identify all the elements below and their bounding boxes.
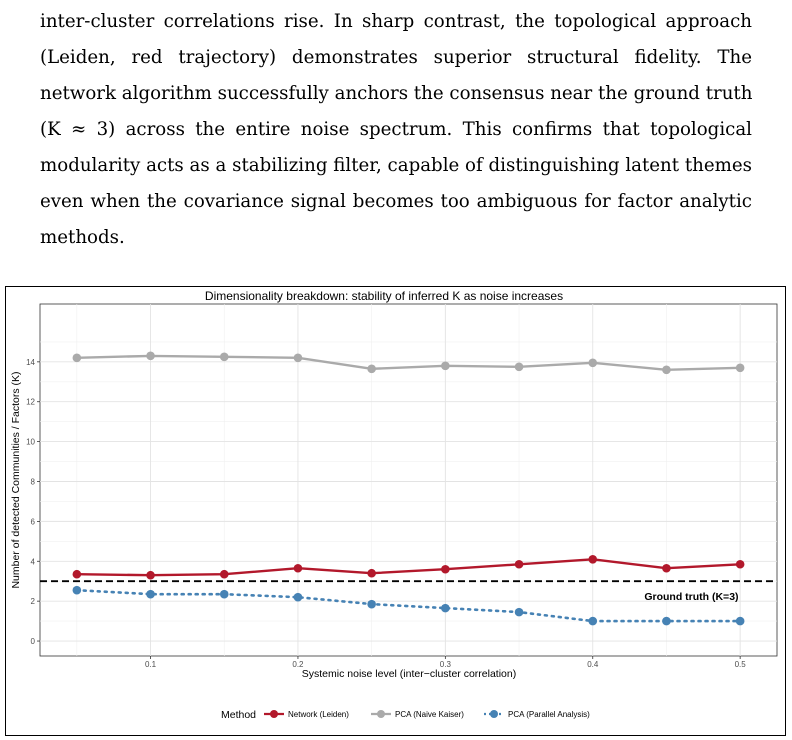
data-point (735, 559, 745, 569)
data-point (367, 364, 376, 374)
data-point (662, 365, 671, 375)
data-point (72, 353, 82, 363)
y-tick-label: 12 (26, 398, 35, 407)
y-tick-label: 14 (26, 358, 35, 367)
paragraph-line: methods. (40, 227, 125, 248)
y-tick-label: 2 (31, 597, 36, 606)
plot-panel (39, 303, 778, 657)
series-line (76, 354, 741, 372)
paragraph-line: network algorithm successfully anchors t… (40, 83, 753, 104)
legend-key-point (270, 710, 278, 718)
data-point (588, 554, 598, 564)
data-point (588, 616, 598, 626)
figure: Dimensionality breakdown: stability of i… (5, 286, 786, 736)
series-network-leiden (72, 554, 745, 580)
chart-title: Dimensionality breakdown: stability of i… (205, 289, 563, 303)
gridlines (40, 304, 777, 656)
data-point (367, 568, 376, 578)
data-point (441, 564, 450, 574)
data-point (219, 569, 229, 579)
paragraph-line: (Leiden, red trajectory) demonstrates su… (40, 47, 752, 68)
x-axis: 0.1 0.2 0.3 0.4 0.5 (145, 656, 746, 669)
legend: Method Network (Leiden) PCA (Naive Kaiser)… (221, 709, 590, 721)
x-tick-label: 0.5 (735, 660, 747, 669)
data-point (146, 589, 155, 599)
series-line (75, 588, 742, 623)
y-tick-label: 0 (31, 637, 36, 646)
data-point (514, 362, 524, 372)
y-tick-label: 8 (31, 477, 36, 486)
data-point (293, 592, 303, 602)
series-line (76, 558, 741, 577)
y-tick-label: 10 (26, 438, 35, 447)
y-tick-label: 6 (31, 517, 36, 526)
data-point (219, 589, 229, 599)
x-axis-label: Systemic noise level (inter−cluster corr… (302, 668, 516, 680)
line-chart: Dimensionality breakdown: stability of i… (5, 286, 786, 736)
data-point (293, 563, 303, 573)
y-axis-label: Number of detected Communities / Factors… (10, 371, 22, 588)
legend-item: PCA (Naive Kaiser) (371, 710, 464, 719)
x-tick-label: 0.4 (587, 660, 599, 669)
data-point (293, 353, 303, 363)
legend-key-point (377, 710, 385, 718)
data-point (72, 585, 82, 595)
legend-item: PCA (Parallel Analysis) (484, 710, 590, 719)
paragraph-line: modularity acts as a stabilizing filter,… (40, 155, 752, 176)
y-axis: 0 2 4 6 8 10 12 14 (26, 358, 40, 646)
series-layer (72, 351, 745, 626)
data-point (735, 616, 745, 626)
paragraph-line: (K ≈ 3) across the entire noise spectrum… (40, 119, 752, 140)
body-paragraph: inter-cluster correlations rise. In shar… (40, 4, 752, 256)
data-point (146, 351, 155, 361)
data-point (441, 361, 450, 371)
legend-title: Method (221, 709, 256, 721)
x-tick-label: 0.1 (145, 660, 157, 669)
data-point (514, 607, 524, 617)
data-point (367, 599, 376, 609)
ground-truth-annotation: Ground truth (K=3) (644, 591, 738, 603)
data-point (219, 352, 229, 362)
series-pca-naive-kaiser (72, 351, 745, 375)
data-point (441, 603, 450, 613)
data-point (146, 570, 155, 580)
legend-label: Network (Leiden) (288, 710, 349, 719)
data-point (735, 363, 745, 373)
x-tick-label: 0.2 (292, 660, 304, 669)
legend-item: Network (Leiden) (264, 710, 349, 719)
series-pca-parallel-analysis (72, 585, 745, 626)
data-point (588, 358, 598, 368)
data-point (514, 559, 524, 569)
paragraph-line: even when the covariance signal becomes … (40, 191, 752, 212)
data-point (72, 569, 82, 579)
data-point (662, 563, 671, 573)
data-point (662, 616, 671, 626)
paragraph-line: inter-cluster correlations rise. In shar… (40, 11, 752, 32)
x-tick-label: 0.3 (440, 660, 452, 669)
y-tick-label: 4 (31, 557, 36, 566)
legend-label: PCA (Parallel Analysis) (508, 710, 590, 719)
legend-label: PCA (Naive Kaiser) (395, 710, 464, 719)
legend-key-point (490, 710, 498, 718)
